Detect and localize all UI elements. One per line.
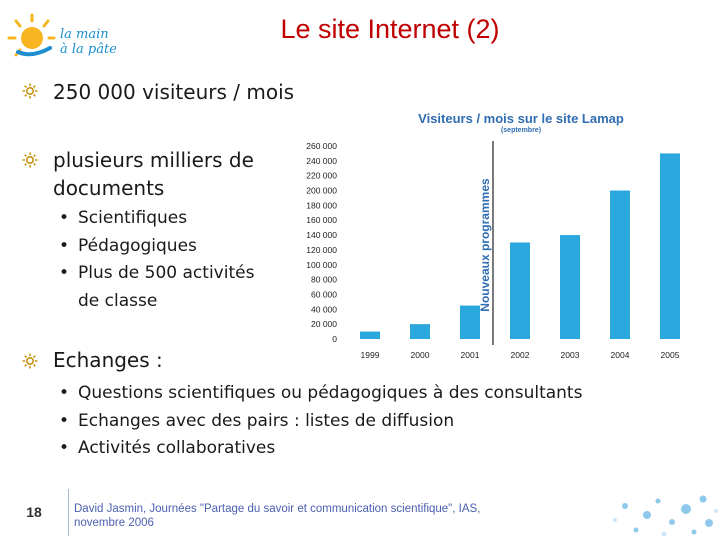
y-tick-label: 200 000 [306,186,337,196]
bar-2002 [510,242,530,339]
decorative-bubbles [613,495,718,537]
y-tick-label: 120 000 [306,245,337,255]
x-tick-label: 2005 [661,350,680,360]
sub-item-questions: Questions scientifiques ou pédagogiques … [54,380,582,408]
y-tick-label: 260 000 [306,141,337,151]
chart-subtitle: (septembre) [501,127,541,134]
x-tick-label: 2001 [461,350,480,360]
x-tick-label: 2003 [561,350,580,360]
bar-2005 [660,153,680,339]
x-axis: 1999 2000 2001 2002 2003 2004 2005 [361,350,680,360]
sub-item-activites: Plus de 500 activités [54,260,254,288]
bar-1999 [360,331,380,339]
sub-item-activites-cont: de classe [78,290,158,311]
x-tick-label: 2000 [411,350,430,360]
x-tick-label: 1999 [361,350,380,360]
la-main-a-la-pate-logo: la main à la pâte [7,13,116,57]
x-tick-label: 2004 [611,350,630,360]
slide-title: Le site Internet (2) [280,14,500,44]
bullet-documents-line1: plusieurs milliers de [53,148,254,172]
sub-item-collaboratives: Activités collaboratives [54,435,582,463]
bar-2003 [560,235,580,339]
y-tick-label: 140 000 [306,230,337,240]
echanges-sublist: Questions scientifiques ou pédagogiques … [54,380,582,463]
slide-number: 18 [26,504,42,520]
y-tick-label: 180 000 [306,200,337,210]
y-tick-label: 40 000 [311,304,337,314]
bars [360,153,680,339]
sub-item-scientifiques: Scientifiques [54,205,254,233]
sun-bullet-icon [22,83,38,99]
y-tick-label: 0 [332,334,337,344]
sub-item-pedagogiques: Pédagogiques [54,233,254,261]
sun-bullet-icon [22,152,38,168]
sun-bullet-icon [22,353,38,369]
bar-2001 [460,305,480,339]
sub-item-pairs: Echanges avec des pairs : listes de diff… [54,408,582,436]
bar-2000 [410,324,430,339]
x-tick-label: 2002 [511,350,530,360]
y-tick-label: 240 000 [306,156,337,166]
footer-credit: David Jasmin, Journées "Partage du savoi… [74,502,514,530]
y-tick-label: 100 000 [306,260,337,270]
bullet-documents-line2: documents [53,176,165,200]
y-tick-label: 160 000 [306,215,337,225]
bullet-visitors: 250 000 visiteurs / mois [53,80,295,104]
y-tick-label: 220 000 [306,171,337,181]
bullet-documents: plusieurs milliers de documents [53,146,254,202]
visitors-bar-chart: Visiteurs / mois sur le site Lamap (sept… [306,111,680,360]
sun-icon [7,13,56,57]
y-tick-label: 20 000 [311,319,337,329]
annotation-nouveaux-programmes: Nouveaux programmes [478,178,492,312]
bullet-echanges: Echanges : [53,348,163,372]
logo-text-line1: la main [60,27,109,42]
bar-2004 [610,190,630,339]
footer-credit-line1: David Jasmin, Journées "Partage du savoi… [74,503,481,515]
documents-sublist: Scientifiques Pédagogiques Plus de 500 a… [54,205,254,315]
y-axis: 0 20 000 40 000 60 000 80 000 100 000 120 000 1… [306,141,337,344]
chart-title: Visiteurs / mois sur le site Lamap [418,111,624,126]
y-tick-label: 60 000 [311,289,337,299]
logo-text-line2: à la pâte [60,42,116,57]
footer-divider [68,489,69,536]
y-tick-label: 80 000 [311,275,337,285]
footer-credit-line2: novembre 2006 [74,517,154,529]
